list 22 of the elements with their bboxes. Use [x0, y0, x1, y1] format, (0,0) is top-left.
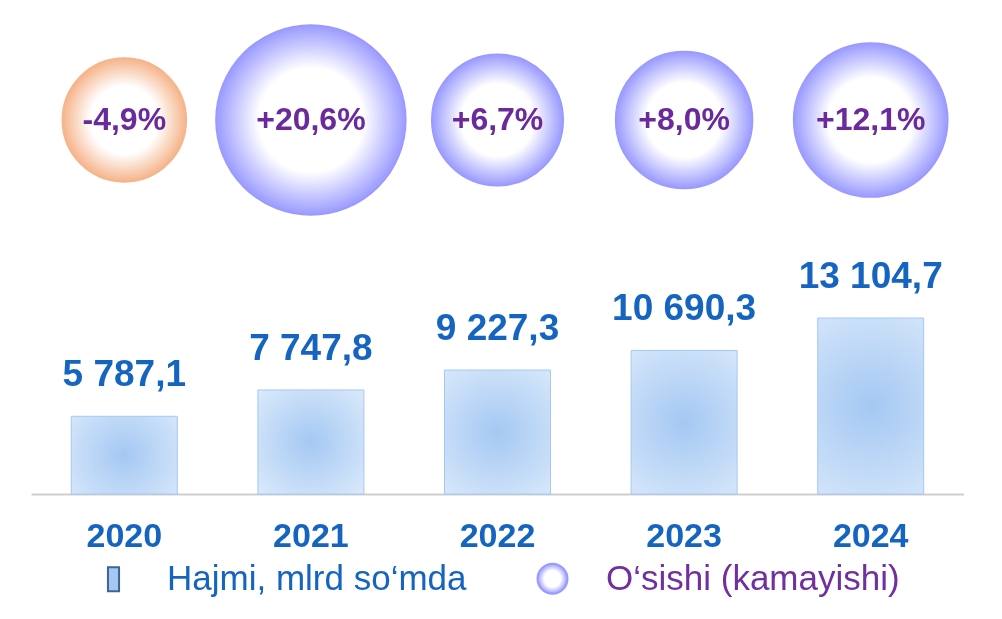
legend-label: O‘sishi (kamayishi) — [606, 557, 900, 597]
data-label: -4,9% — [82, 101, 167, 137]
x-tick-label: 2021 — [273, 515, 349, 554]
x-tick-label: 2024 — [832, 515, 909, 554]
data-label: +20,6% — [256, 101, 366, 137]
x-tick-label: 2023 — [646, 515, 722, 554]
data-label: 10 690,3 — [612, 287, 757, 329]
bar — [70, 415, 178, 495]
bar — [817, 317, 925, 495]
data-label: +6,7% — [451, 101, 544, 137]
bar — [257, 389, 365, 495]
series-label: Hajmi, mlrd so‘mda — [167, 558, 468, 598]
data-label: +8,0% — [638, 101, 730, 137]
data-label: 5 787,1 — [62, 353, 187, 395]
data-label: 13 104,7 — [798, 255, 943, 296]
bar — [630, 349, 738, 495]
data-label: +12,1% — [815, 101, 926, 137]
data-label: 9 227,3 — [435, 307, 560, 349]
x-tick-label: 2022 — [459, 515, 536, 554]
data-label: 7 747,8 — [249, 326, 373, 368]
bar — [444, 369, 551, 495]
x-tick-label: 2020 — [86, 515, 163, 554]
